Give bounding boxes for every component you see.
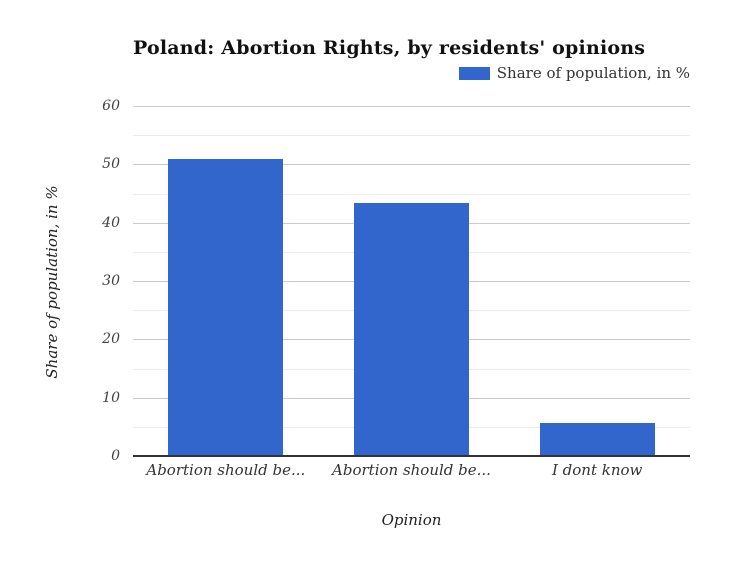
y-tick-label: 10 [102,389,120,406]
legend: Share of population, in % [458,64,690,82]
y-tick-label: 40 [102,214,120,231]
bar-1[interactable] [354,203,469,455]
legend-label: Share of population, in % [496,64,690,82]
major-gridline [133,106,690,107]
y-tick-label: 30 [102,273,120,289]
minor-gridline [133,193,690,195]
y-tick-label: 50 [102,156,120,173]
y-tick-label: 20 [102,331,120,348]
chart-title: Poland: Abortion Rights, by residents' o… [133,37,646,59]
bar-2[interactable] [539,422,655,455]
y-tick-label: 60 [102,98,120,114]
legend-swatch-icon [458,66,490,80]
x-tick-label-2: I dont know [551,461,643,479]
x-axis-line [133,455,690,457]
major-gridline [133,164,690,166]
plot-area [133,106,690,457]
y-tick-label: 0 [111,448,120,464]
x-tick-label-1: Abortion should be... [332,461,491,479]
minor-gridline [133,135,690,137]
x-axis-title: Opinion [381,511,442,529]
x-tick-label-0: Abortion should be... [146,461,306,479]
bar-0[interactable] [168,159,284,455]
